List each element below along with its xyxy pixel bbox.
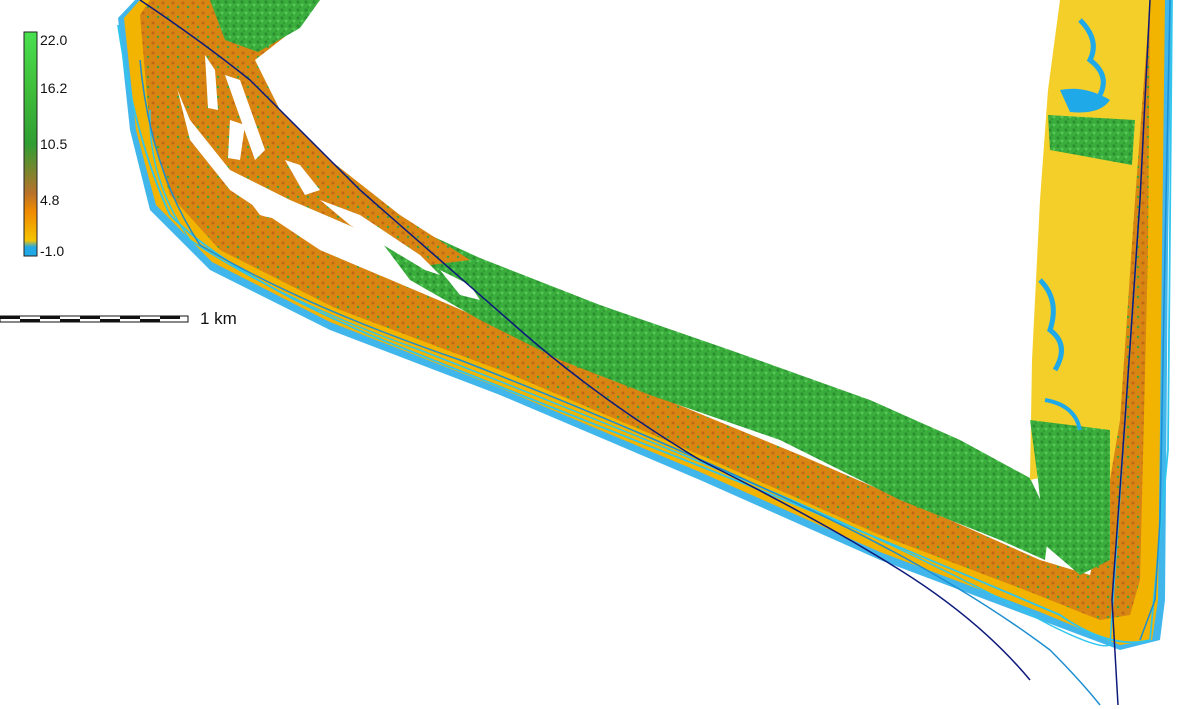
water-fringe: [118, 0, 1172, 650]
clearing: [440, 270, 480, 300]
shoreline-line-dark: [1111, 0, 1151, 706]
legend-label-2: 16.2: [40, 80, 68, 96]
beach-band: [124, 0, 1165, 645]
clearing: [285, 160, 320, 195]
marsh-channel: [1038, 278, 1064, 372]
clearing: [320, 200, 440, 275]
legend-label-3: 10.5: [40, 136, 68, 152]
legend-label-max: 22.0: [40, 32, 68, 48]
northwest-lobe: [150, 0, 470, 265]
marsh-channel: [1078, 18, 1106, 97]
clearing: [245, 193, 300, 219]
forest-belt: [375, 210, 1050, 560]
northeast-forest-lower: [1030, 420, 1110, 575]
shoreline-line-light: [149, 109, 1141, 647]
shoreline-line-medium: [139, 59, 1101, 706]
scale-bar-label: 1 km: [200, 309, 237, 328]
marsh-pond: [1060, 88, 1110, 113]
clearing: [225, 75, 265, 160]
scale-bar: [0, 315, 189, 323]
clearing: [205, 55, 218, 110]
shoreline-line-medium: [1139, 0, 1171, 641]
marsh-channel: [1044, 398, 1082, 431]
legend-colorbar: [23, 31, 38, 257]
legend-label-4: 4.8: [40, 192, 60, 208]
northwest-forest: [210, 0, 320, 52]
northeast-forest: [1048, 115, 1135, 165]
dune-band: [140, 0, 1150, 620]
shoreline-line-light: [117, 0, 1173, 644]
shoreline-line-dark: [139, 0, 1031, 681]
clearing: [228, 120, 245, 160]
legend-label-min: -1.0: [40, 243, 65, 259]
